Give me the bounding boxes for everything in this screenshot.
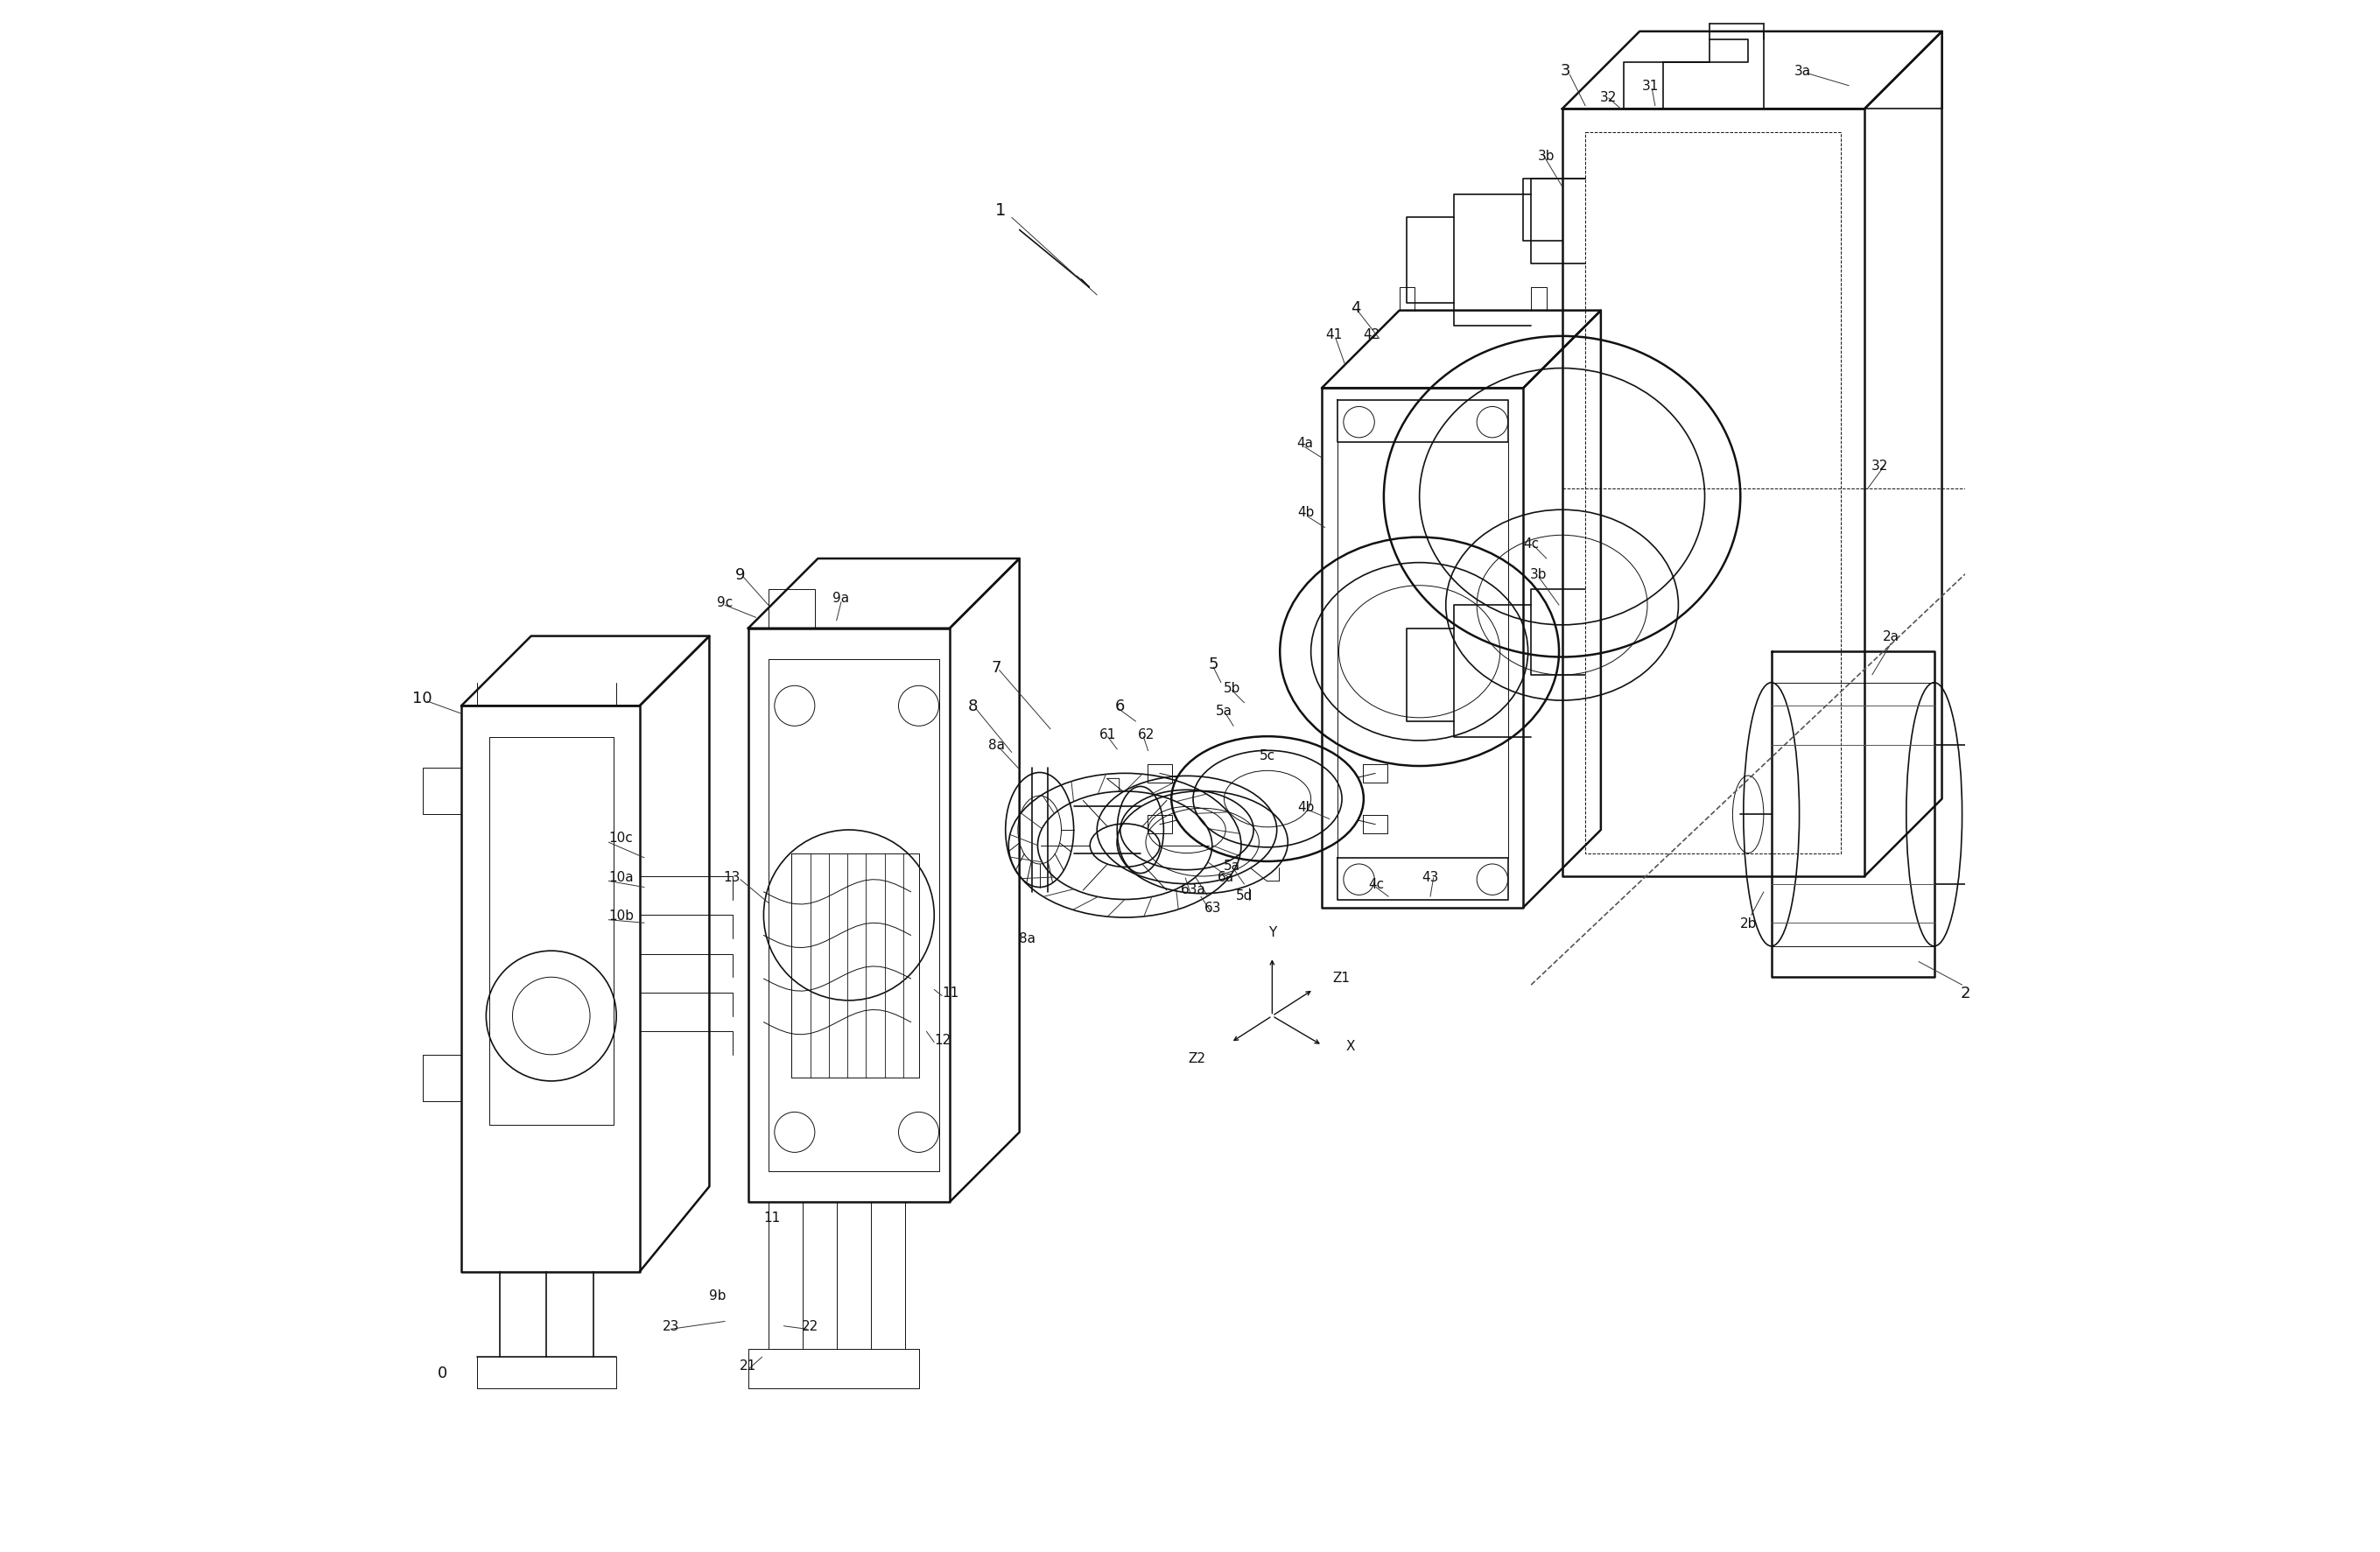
Text: 8a: 8a	[988, 739, 1004, 751]
Text: X: X	[1345, 1038, 1354, 1052]
Text: 3a: 3a	[1795, 64, 1811, 78]
Text: 5c: 5c	[1259, 750, 1276, 762]
Text: 5a: 5a	[1216, 705, 1233, 717]
Text: 2a: 2a	[1883, 630, 1899, 643]
Text: 41: 41	[1326, 327, 1342, 341]
Text: 5b: 5b	[1223, 681, 1240, 694]
Text: 63: 63	[1204, 902, 1221, 914]
Text: 11: 11	[764, 1211, 781, 1225]
Text: 61: 61	[1100, 728, 1116, 740]
Text: 13: 13	[724, 871, 740, 883]
Text: 10: 10	[412, 691, 433, 706]
Text: 9a: 9a	[833, 591, 850, 604]
Text: 4a: 4a	[1297, 436, 1314, 450]
Text: 8: 8	[969, 698, 978, 714]
Text: 3b: 3b	[1530, 568, 1547, 580]
Text: 5a: 5a	[1223, 860, 1240, 872]
Text: 12: 12	[935, 1034, 952, 1046]
Text: 43: 43	[1421, 871, 1440, 883]
Text: 4b: 4b	[1297, 801, 1314, 813]
Text: 10b: 10b	[609, 909, 633, 922]
Text: 10a: 10a	[609, 871, 633, 883]
Text: 4c: 4c	[1368, 878, 1385, 891]
Text: 4c: 4c	[1523, 537, 1540, 549]
Text: 5d: 5d	[1235, 889, 1252, 902]
Text: 2: 2	[1961, 986, 1971, 1001]
Text: 22: 22	[802, 1319, 819, 1333]
Text: 32: 32	[1871, 459, 1887, 473]
Text: 9b: 9b	[709, 1288, 726, 1302]
Text: 23: 23	[662, 1319, 678, 1333]
Text: Z2: Z2	[1188, 1052, 1207, 1065]
Text: 6: 6	[1116, 698, 1126, 714]
Text: 7: 7	[990, 660, 1002, 675]
Text: 4b: 4b	[1297, 506, 1314, 518]
Text: Y: Y	[1269, 927, 1276, 939]
Text: 5: 5	[1209, 656, 1219, 672]
Text: 42: 42	[1364, 327, 1380, 341]
Text: 63a: 63a	[1180, 883, 1207, 896]
Text: 6a: 6a	[1216, 871, 1233, 883]
Text: 9c: 9c	[716, 596, 733, 608]
Text: 4: 4	[1352, 300, 1361, 317]
Text: 10c: 10c	[609, 832, 633, 844]
Text: 8a: 8a	[1019, 933, 1035, 945]
Text: 1: 1	[995, 202, 1007, 219]
Text: 3b: 3b	[1537, 149, 1554, 163]
Text: 11: 11	[942, 987, 959, 999]
Text: 2b: 2b	[1740, 917, 1756, 930]
Text: 32: 32	[1599, 90, 1616, 104]
Text: 31: 31	[1642, 79, 1659, 93]
Text: 9: 9	[735, 566, 745, 582]
Text: 3: 3	[1561, 64, 1571, 79]
Text: Z1: Z1	[1333, 970, 1349, 984]
Text: 21: 21	[740, 1358, 757, 1372]
Text: 0: 0	[438, 1364, 447, 1380]
Text: 62: 62	[1138, 728, 1154, 740]
